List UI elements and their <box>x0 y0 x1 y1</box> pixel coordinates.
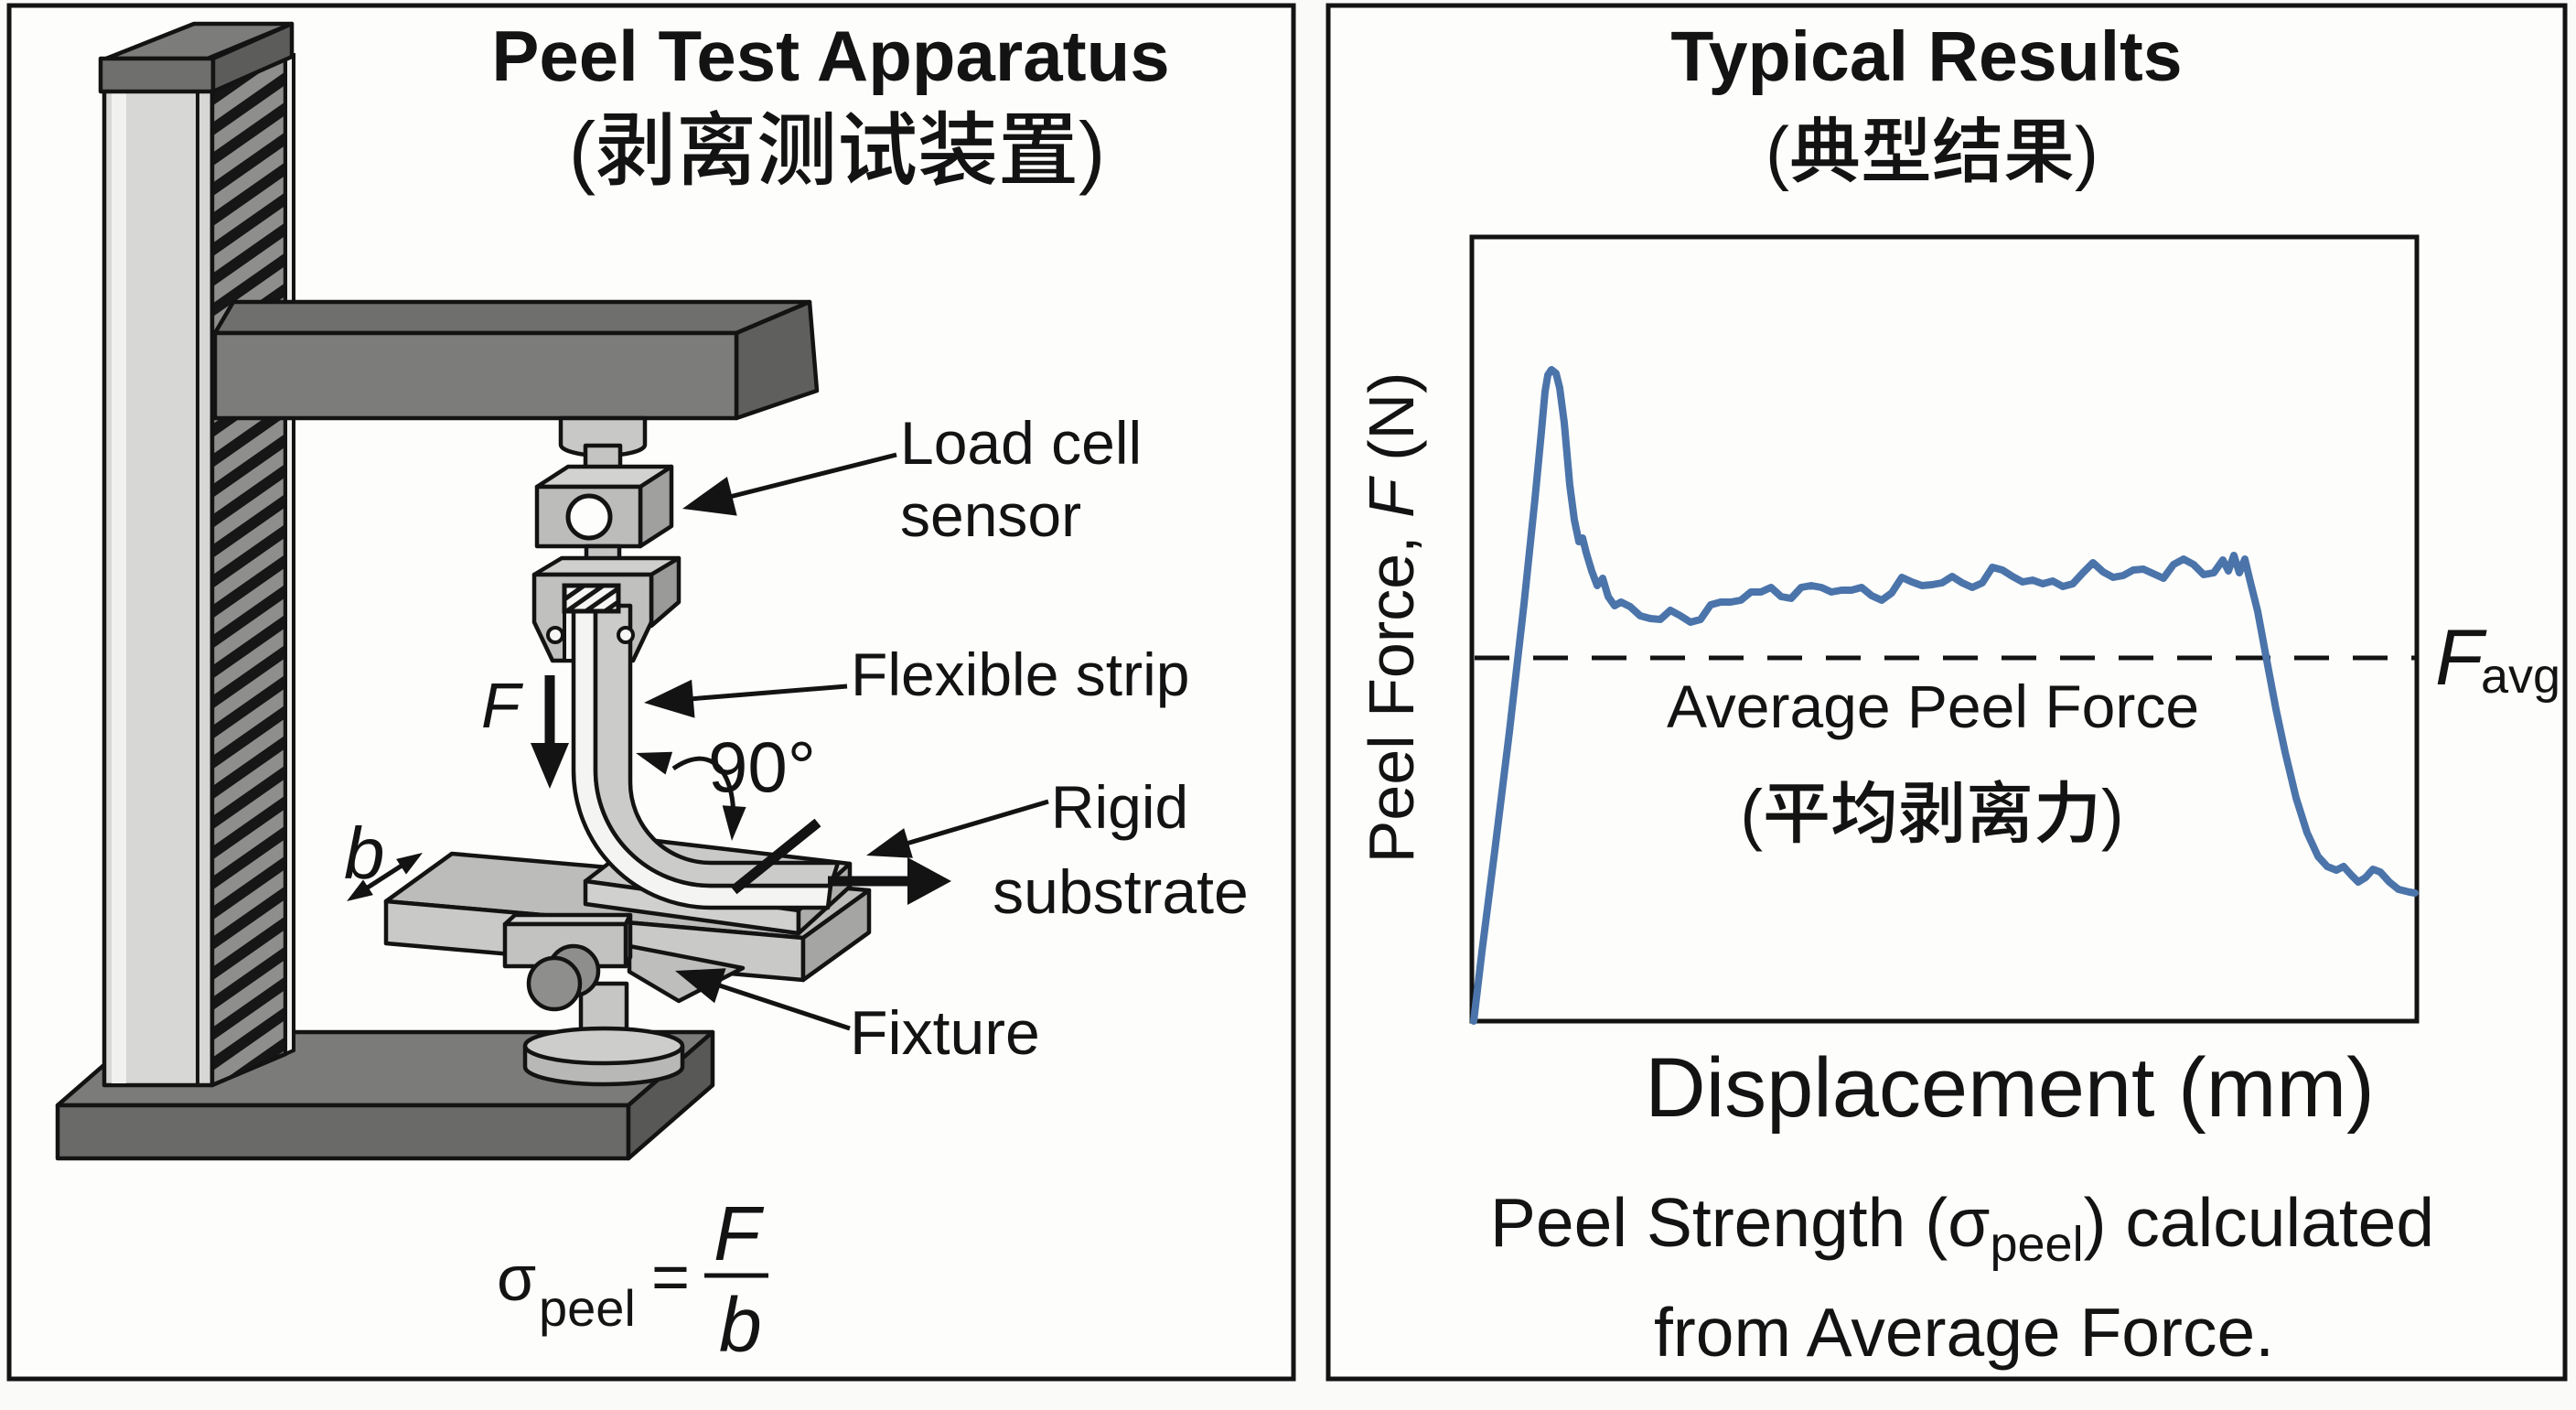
svg-text:Peel Test Apparatus: Peel Test Apparatus <box>491 16 1169 96</box>
svg-text:Peel Strength (σpeel) calculat: Peel Strength (σpeel) calculated <box>1490 1184 2434 1272</box>
svg-text:Peel Force, F (N): Peel Force, F (N) <box>1356 372 1427 864</box>
svg-text:Displacement (mm): Displacement (mm) <box>1645 1041 2374 1135</box>
svg-text:): ) <box>2101 776 2124 852</box>
svg-text:Rigid: Rigid <box>1051 773 1188 841</box>
svg-text:(: ( <box>569 105 596 196</box>
svg-text:substrate: substrate <box>993 857 1249 927</box>
svg-text:sensor: sensor <box>900 481 1081 549</box>
svg-text:F: F <box>714 1190 765 1276</box>
svg-text:b: b <box>719 1282 762 1368</box>
svg-text:peel: peel <box>539 1279 636 1337</box>
svg-text:F: F <box>481 670 524 741</box>
svg-text:avg: avg <box>2481 649 2560 704</box>
svg-text:): ) <box>1079 105 1105 196</box>
svg-text:F: F <box>2435 614 2487 702</box>
svg-text:(: ( <box>1766 112 1789 192</box>
svg-text:(: ( <box>1740 776 1763 852</box>
svg-text:Flexible strip: Flexible strip <box>851 640 1189 708</box>
svg-text:90°: 90° <box>708 727 816 807</box>
svg-text:): ) <box>2075 112 2098 192</box>
svg-text:Average Peel Force: Average Peel Force <box>1667 673 2199 740</box>
svg-text:σ: σ <box>497 1243 536 1314</box>
svg-text:=: = <box>651 1241 690 1314</box>
svg-text:Fixture: Fixture <box>850 998 1040 1068</box>
svg-text:from Average Force.: from Average Force. <box>1654 1294 2274 1371</box>
svg-text:Typical Results: Typical Results <box>1670 17 2182 96</box>
svg-text:Load cell: Load cell <box>900 409 1142 477</box>
